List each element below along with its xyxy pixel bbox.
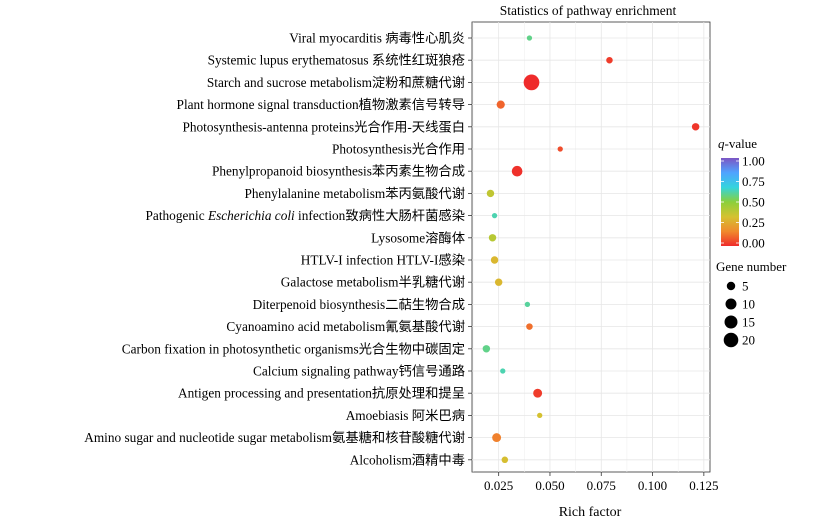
x-tick-label: 0.100 <box>638 478 667 493</box>
y-tick-label: Carbon fixation in photosynthetic organi… <box>122 341 465 356</box>
plot-panel <box>471 21 711 473</box>
data-point <box>488 234 497 242</box>
chart-title: Statistics of pathway enrichment <box>500 3 677 18</box>
size-legend-label: 15 <box>742 315 755 330</box>
data-point <box>533 388 543 398</box>
size-legend-label: 5 <box>742 279 749 294</box>
data-point <box>490 256 499 264</box>
y-tick-label: Systemic lupus erythematosus 系统性红斑狼疮 <box>208 53 465 68</box>
size-legend-key <box>725 298 737 310</box>
x-axis-label: Rich factor <box>559 505 622 520</box>
y-tick-label: Photosynthesis-antenna proteins光合作用-天线蛋白 <box>182 119 465 134</box>
data-point <box>501 456 509 464</box>
data-point <box>526 323 533 330</box>
y-tick-label: Amino sugar and nucleotide sugar metabol… <box>84 430 465 445</box>
color-legend-label: 1.00 <box>742 154 765 169</box>
size-legend-key <box>724 315 738 329</box>
size-legend-title: Gene number <box>716 259 787 274</box>
data-point <box>523 74 540 91</box>
color-legend-label: 0.25 <box>742 215 765 230</box>
size-legend-key <box>723 332 739 348</box>
y-tick-label: Plant hormone signal transduction植物激素信号转… <box>177 97 465 112</box>
data-point <box>492 433 502 443</box>
x-tick-label: 0.050 <box>535 478 564 493</box>
color-legend-bar <box>721 158 739 246</box>
color-legend-label: 0.50 <box>742 195 765 210</box>
y-tick-label: Viral myocarditis 病毒性心肌炎 <box>289 31 465 46</box>
y-tick-label: Alcoholism酒精中毒 <box>350 452 465 467</box>
x-tick-label: 0.075 <box>587 478 616 493</box>
y-tick-label: Calcium signaling pathway钙信号通路 <box>253 364 465 379</box>
data-point <box>496 100 505 109</box>
y-tick-label: Starch and sucrose metabolism淀粉和蔗糖代谢 <box>207 75 465 90</box>
y-tick-label: Diterpenoid biosynthesis二萜生物合成 <box>253 297 465 312</box>
data-point <box>524 301 531 308</box>
data-point <box>486 189 495 198</box>
x-tick-label: 0.025 <box>484 478 513 493</box>
data-point <box>511 165 523 177</box>
data-point <box>526 35 533 41</box>
data-point <box>494 278 503 286</box>
size-legend-label: 10 <box>742 297 755 312</box>
color-legend-label: 0.00 <box>742 236 765 251</box>
color-legend-label: 0.75 <box>742 174 765 189</box>
x-tick-label: 0.125 <box>689 478 718 493</box>
data-point <box>557 146 563 152</box>
y-tick-label: Cyanoamino acid metabolism氰氨基酸代谢 <box>226 319 465 334</box>
data-point <box>491 212 498 219</box>
data-point <box>482 345 491 353</box>
y-tick-label: Phenylalanine metabolism苯丙氨酸代谢 <box>245 186 465 201</box>
data-point <box>606 56 613 64</box>
color-legend-title: q-value <box>718 136 757 151</box>
y-tick-label: Antigen processing and presentation抗原处理和… <box>178 386 465 401</box>
y-tick-label: Lysosome溶酶体 <box>371 230 465 245</box>
y-tick-label: HTLV-I infection HTLV-I感染 <box>301 252 465 268</box>
y-tick-label: Galactose metabolism半乳糖代谢 <box>281 275 465 290</box>
size-legend-key <box>726 281 736 291</box>
y-tick-label: Phenylpropanoid biosynthesis苯丙素生物合成 <box>212 164 465 179</box>
y-tick-label: Pathogenic Escherichia coli infection致病性… <box>146 207 465 223</box>
data-point <box>500 368 506 374</box>
y-tick-label: Photosynthesis光合作用 <box>332 142 465 157</box>
size-legend-label: 20 <box>742 333 755 348</box>
y-tick-label: Amoebiasis 阿米巴病 <box>346 408 465 423</box>
data-point <box>537 412 543 419</box>
data-point <box>691 123 700 131</box>
